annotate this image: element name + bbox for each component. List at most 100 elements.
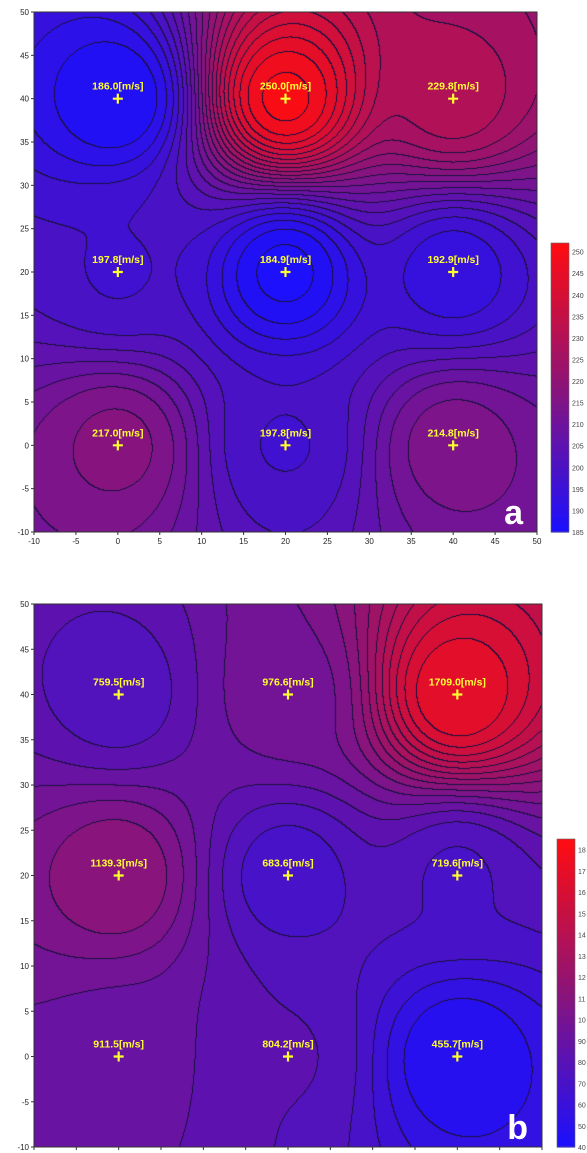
colorbar-segment xyxy=(551,250,569,259)
colorbar-tick-label: 245 xyxy=(572,271,584,278)
colorbar-segment xyxy=(557,946,575,956)
panel-letter: a xyxy=(504,494,524,532)
y-tick-label: 30 xyxy=(20,781,29,790)
colorbar-segment xyxy=(557,1093,575,1102)
colorbar-tick-label: 225 xyxy=(572,357,584,364)
colorbar-segment xyxy=(557,1046,575,1056)
station-value-label: 184.9[m/s] xyxy=(260,254,311,266)
colorbar-segment xyxy=(557,1139,575,1148)
colorbar-segment xyxy=(557,1023,575,1033)
colorbar-segment xyxy=(551,510,569,519)
station-marker xyxy=(113,689,124,700)
colorbar-segment xyxy=(557,977,575,986)
station-value-label: 186.0[m/s] xyxy=(92,81,143,93)
y-tick-label: 10 xyxy=(20,962,29,971)
colorbar-segment xyxy=(551,474,569,483)
y-tick-label: 0 xyxy=(25,441,30,450)
y-tick-label: 50 xyxy=(20,8,29,17)
station-marker xyxy=(448,440,459,451)
station-marker xyxy=(113,870,124,881)
panel-letter: b xyxy=(507,1109,528,1147)
colorbar-tick-label: 240 xyxy=(572,293,584,300)
colorbar-tick-label: 205 xyxy=(572,444,584,451)
colorbar-segment xyxy=(551,315,569,324)
station-value-label: 759.5[m/s] xyxy=(93,677,144,689)
station-marker xyxy=(448,267,459,277)
colorbar-tick-label: 40 xyxy=(578,1145,586,1152)
colorbar-segment xyxy=(557,962,575,971)
colorbar-segment xyxy=(557,1031,575,1040)
station-value-label: 250.0[m/s] xyxy=(260,81,311,93)
x-tick-label: 50 xyxy=(533,537,542,546)
y-tick-label: 5 xyxy=(25,1007,30,1016)
colorbar-segment xyxy=(551,416,569,425)
colorbar-segment xyxy=(551,452,569,461)
station-value-label: 804.2[m/s] xyxy=(262,1039,313,1051)
station-value-label: 197.8[m/s] xyxy=(260,427,311,439)
colorbar-segment xyxy=(551,438,569,446)
colorbar-segment xyxy=(557,923,575,932)
colorbar-segment xyxy=(551,430,569,439)
colorbar-segment xyxy=(551,365,569,374)
colorbar-segment xyxy=(557,1077,575,1086)
colorbar-segment xyxy=(557,854,575,863)
station-marker xyxy=(280,440,291,451)
colorbar-segment xyxy=(551,459,569,468)
station-marker xyxy=(280,93,291,104)
station-value-label: 455.7[m/s] xyxy=(432,1039,483,1051)
station-value-label: 192.9[m/s] xyxy=(427,254,478,266)
colorbar-tick-label: 12 xyxy=(578,975,586,982)
colorbar-tick-label: 250 xyxy=(572,250,584,257)
station-value-label: 197.8[m/s] xyxy=(92,254,143,266)
station-marker xyxy=(283,689,293,700)
x-tick-label: 0 xyxy=(116,537,121,546)
colorbar-segment xyxy=(551,380,569,389)
colorbar-segment xyxy=(551,394,569,403)
station-marker xyxy=(283,870,293,881)
x-tick-label: -10 xyxy=(28,537,40,546)
colorbar-segment xyxy=(551,503,569,511)
y-tick-label: 10 xyxy=(20,355,29,364)
colorbar-segment xyxy=(551,387,569,396)
x-tick-label: 45 xyxy=(491,537,500,546)
colorbar-tick-label: 18 xyxy=(578,848,586,855)
colorbar-segment xyxy=(557,1085,575,1094)
colorbar-segment xyxy=(557,1108,575,1117)
colorbar-segment xyxy=(557,969,575,979)
station-marker xyxy=(448,93,459,104)
station-value-label: 217.0[m/s] xyxy=(92,427,143,439)
x-tick-label: 30 xyxy=(365,537,374,546)
colorbar-segment xyxy=(551,524,569,533)
colorbar-segment xyxy=(551,466,569,475)
x-tick-label: 25 xyxy=(323,537,332,546)
y-tick-label: 40 xyxy=(20,691,29,700)
colorbar-tick-label: 210 xyxy=(572,422,584,429)
colorbar-tick-label: 185 xyxy=(572,530,584,537)
colorbar-segment xyxy=(551,481,569,490)
colorbar-segment xyxy=(557,869,575,879)
y-tick-label: -5 xyxy=(22,1098,30,1107)
y-tick-label: 5 xyxy=(25,398,30,407)
colorbar-segment xyxy=(557,1123,575,1133)
colorbar-segment xyxy=(551,488,569,497)
colorbar-segment xyxy=(551,279,569,287)
colorbar-tick-label: 16 xyxy=(578,890,586,897)
station-value-label: 214.8[m/s] xyxy=(427,427,478,439)
colorbar-tick-label: 50 xyxy=(578,1124,586,1131)
station-marker xyxy=(452,689,463,700)
colorbar-segment xyxy=(557,1062,575,1071)
x-tick-label: 40 xyxy=(449,537,458,546)
colorbar-segment xyxy=(551,423,569,432)
x-tick-label: -5 xyxy=(72,537,80,546)
colorbar-segment xyxy=(557,1016,575,1025)
y-tick-label: 15 xyxy=(20,311,29,320)
station-value-label: 1709.0[m/s] xyxy=(429,677,486,689)
colorbar-segment xyxy=(557,1131,575,1140)
colorbar-segment xyxy=(551,373,569,381)
y-tick-label: 50 xyxy=(20,600,29,609)
panel-a: -10 -5 0 5 10 15 20 25 30 35 40 45 50 -10 -5 0 5 10 15 20 25… xyxy=(17,8,583,546)
colorbar-tick-label: 11 xyxy=(578,996,585,1003)
colorbar-tick-label: 60 xyxy=(578,1103,586,1110)
colorbar-segment xyxy=(551,358,569,367)
station-value-label: 683.6[m/s] xyxy=(262,858,313,870)
